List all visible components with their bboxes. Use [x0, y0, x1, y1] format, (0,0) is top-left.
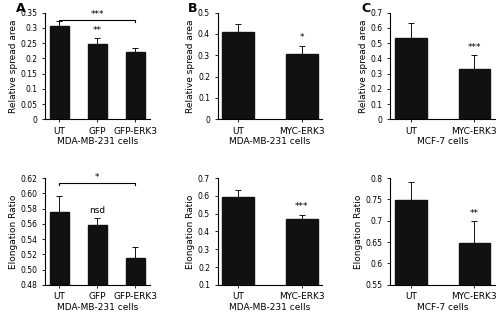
Text: A: A: [16, 2, 26, 15]
Bar: [50, 26, 69, 119]
Y-axis label: Elongation Ratio: Elongation Ratio: [8, 194, 18, 269]
Bar: [126, 258, 145, 313]
Y-axis label: Relative spread area: Relative spread area: [186, 19, 195, 113]
Text: **: **: [93, 26, 102, 35]
Bar: [50, 212, 69, 313]
X-axis label: MCF-7 cells: MCF-7 cells: [417, 137, 469, 146]
Text: ***: ***: [295, 202, 308, 211]
Text: ***: ***: [90, 10, 104, 19]
Text: C: C: [361, 2, 370, 15]
Text: nsd: nsd: [90, 206, 106, 214]
Bar: [88, 225, 107, 313]
Text: **: **: [470, 208, 479, 218]
X-axis label: MDA-MB-231 cells: MDA-MB-231 cells: [56, 303, 138, 312]
Text: ***: ***: [468, 43, 481, 52]
Y-axis label: Relative spread area: Relative spread area: [8, 19, 18, 113]
Y-axis label: Relative spread area: Relative spread area: [359, 19, 368, 113]
Bar: [126, 52, 145, 119]
Bar: [286, 219, 318, 303]
X-axis label: MDA-MB-231 cells: MDA-MB-231 cells: [56, 137, 138, 146]
Text: *: *: [300, 33, 304, 43]
X-axis label: MCF-7 cells: MCF-7 cells: [417, 303, 469, 312]
Y-axis label: Elongation Ratio: Elongation Ratio: [186, 194, 195, 269]
Text: B: B: [188, 2, 198, 15]
Bar: [222, 32, 254, 119]
X-axis label: MDA-MB-231 cells: MDA-MB-231 cells: [230, 303, 310, 312]
Y-axis label: Elongation Ratio: Elongation Ratio: [354, 194, 363, 269]
Text: *: *: [95, 173, 100, 182]
X-axis label: MDA-MB-231 cells: MDA-MB-231 cells: [230, 137, 310, 146]
Bar: [458, 243, 490, 313]
Bar: [88, 44, 107, 119]
Bar: [222, 197, 254, 303]
Bar: [458, 69, 490, 119]
Bar: [395, 38, 427, 119]
Bar: [286, 54, 318, 119]
Bar: [395, 200, 427, 313]
